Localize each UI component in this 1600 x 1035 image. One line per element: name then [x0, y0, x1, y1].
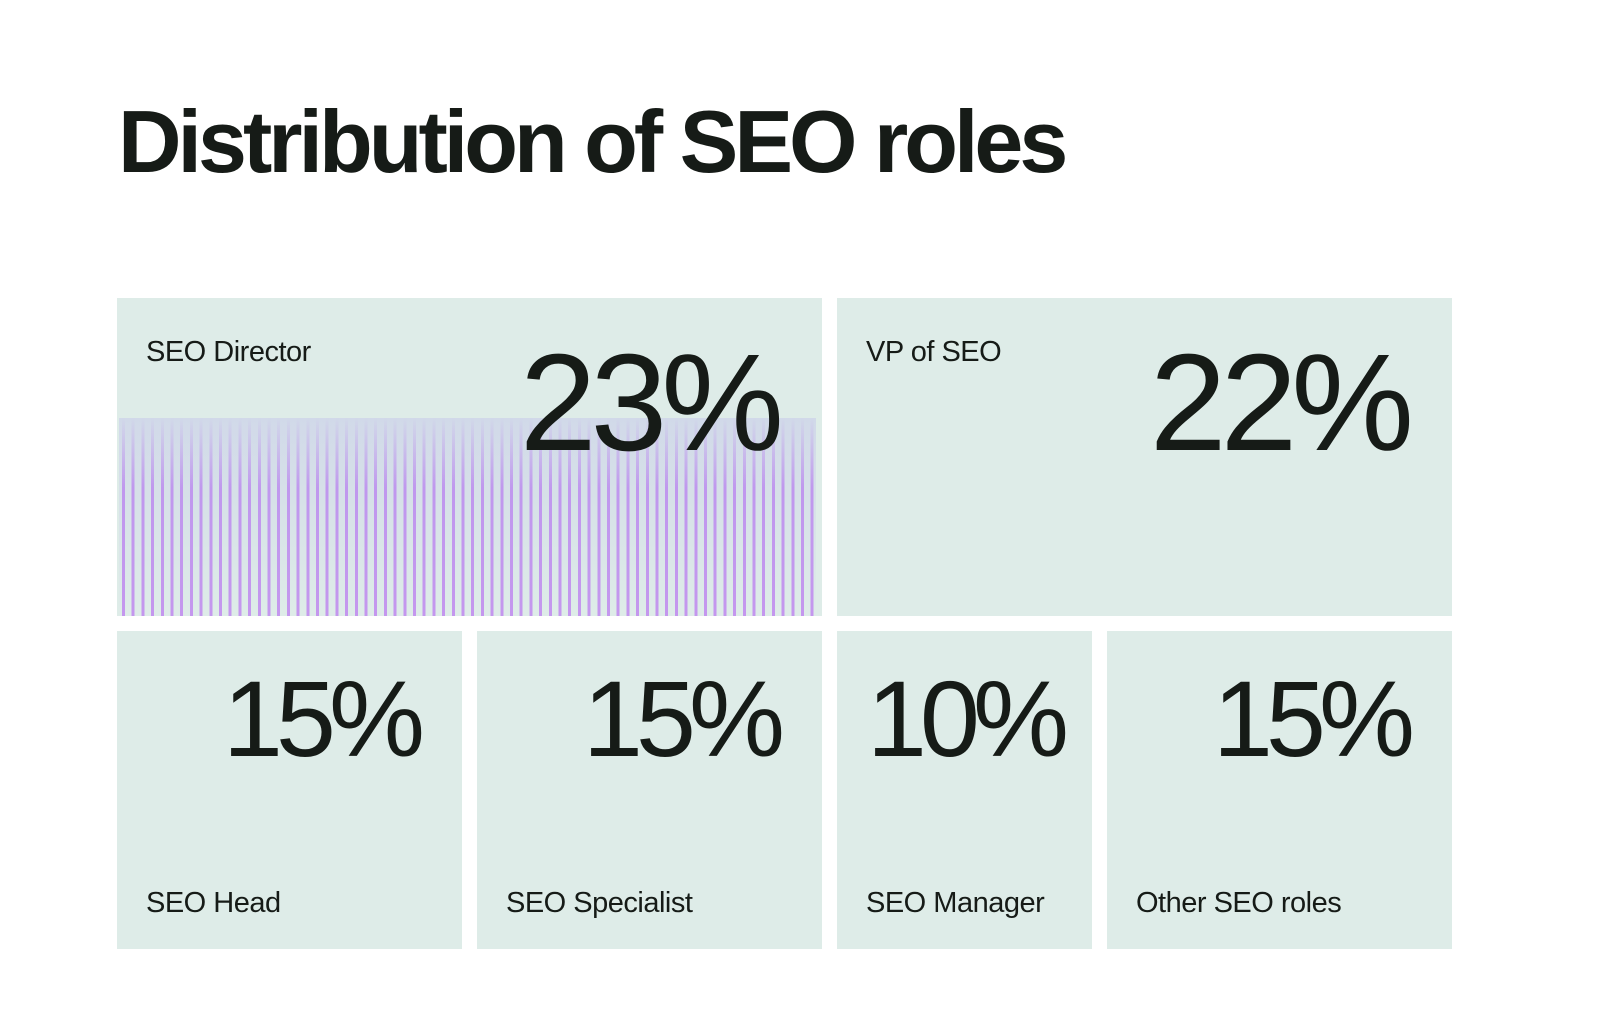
- tile-value: 22%: [1149, 326, 1414, 480]
- highlight-stripe-pattern: [119, 418, 816, 616]
- tile-other-seo-roles: 15% Other SEO roles: [1107, 631, 1452, 949]
- tile-value: 15%: [222, 658, 425, 779]
- tile-seo-manager: 10% SEO Manager: [837, 631, 1092, 949]
- tile-vp-of-seo: VP of SEO 22%: [837, 298, 1452, 616]
- tile-value: 15%: [582, 658, 785, 779]
- tile-label: SEO Director: [146, 336, 311, 368]
- tile-value: 10%: [866, 658, 1069, 779]
- tile-label: Other SEO roles: [1136, 887, 1342, 919]
- tile-seo-director: SEO Director 23%: [117, 298, 822, 616]
- tile-value: 15%: [1212, 658, 1415, 779]
- tile-seo-specialist: 15% SEO Specialist: [477, 631, 822, 949]
- tile-label: SEO Specialist: [506, 887, 693, 919]
- tile-label: SEO Manager: [866, 887, 1045, 919]
- chart-title: Distribution of SEO roles: [118, 92, 1068, 191]
- tile-value: 23%: [519, 326, 784, 480]
- tile-label: VP of SEO: [866, 336, 1002, 368]
- tile-seo-head: 15% SEO Head: [117, 631, 462, 949]
- tile-label: SEO Head: [146, 887, 281, 919]
